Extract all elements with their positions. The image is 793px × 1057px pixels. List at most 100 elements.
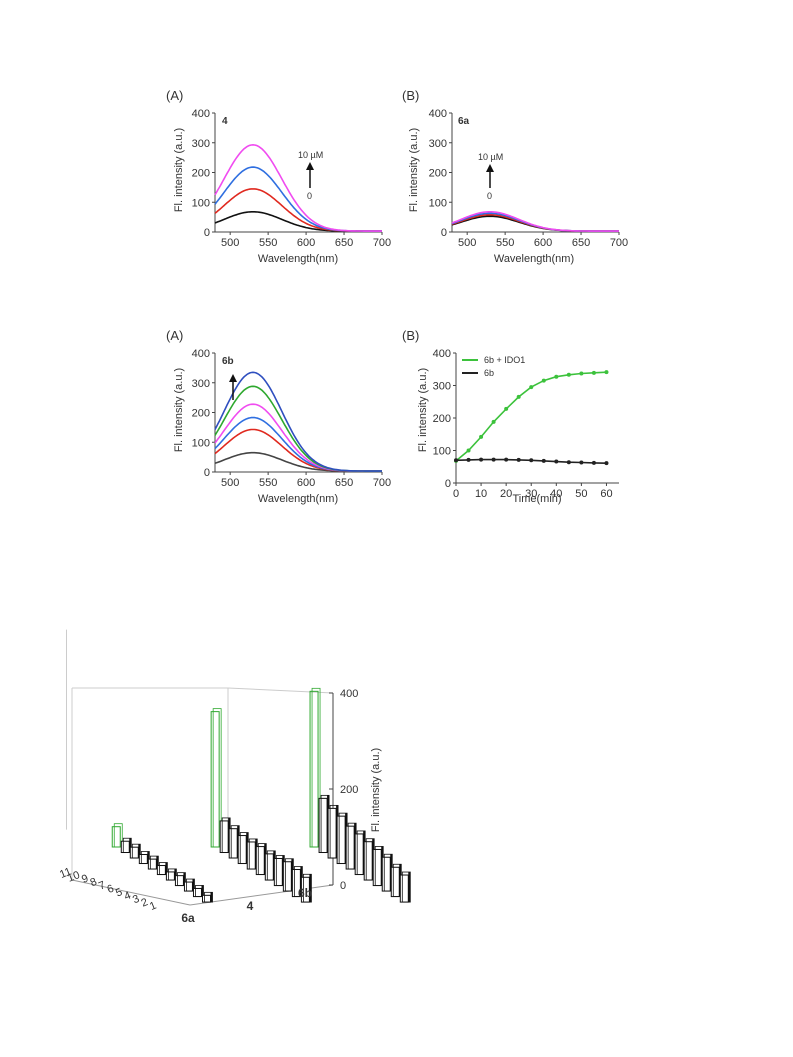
y-tick-label: 0	[204, 227, 210, 239]
bar-shadow	[174, 868, 177, 881]
bar-6b-11	[309, 690, 319, 848]
x-tick-label: 650	[572, 237, 590, 249]
y-axis-label: Fl. intensity (a.u.)	[173, 368, 185, 452]
y-tick-label: 300	[429, 138, 447, 150]
concentration-arrow: 10 µM 0	[478, 152, 503, 201]
y-tick-label: 0	[445, 478, 451, 490]
data-point	[466, 448, 471, 453]
x-tick-label: 10	[475, 488, 487, 500]
y-tick-label: 100	[192, 437, 210, 449]
y-tick-label: 200	[192, 168, 210, 180]
bar-shadow	[408, 872, 411, 903]
data-point	[479, 434, 484, 439]
data-point	[454, 458, 458, 463]
y-axis-label: Fl. intensity (a.u.)	[173, 128, 185, 212]
x-tick-label: 700	[373, 237, 391, 249]
spectrum-line-1	[451, 215, 619, 232]
bar-6a-7	[147, 858, 157, 870]
x-tick-label: 550	[259, 477, 277, 489]
x-tick-label: 700	[373, 477, 391, 489]
bar-edge	[212, 708, 222, 848]
data-point	[504, 406, 509, 411]
data-point	[591, 370, 596, 375]
y-tick-label: 400	[192, 108, 210, 120]
bar-6b-10	[318, 797, 328, 854]
data-point	[491, 457, 496, 462]
depth-label: 10	[66, 869, 82, 885]
data-point	[466, 457, 471, 462]
y-tick-label: 200	[429, 168, 447, 180]
y-tick-label: 0	[441, 227, 447, 239]
y-tick-label: 200	[433, 413, 451, 425]
x-tick-label: 500	[221, 237, 239, 249]
depth-label: 2	[139, 896, 149, 909]
y-tick-label: 0	[204, 467, 210, 479]
data-point	[554, 374, 559, 379]
chart-4-emission-spectra: (A) 4 0 100 200 300 400 500 550 600 650 700 10 µM…	[166, 88, 391, 265]
x-tick-label: 20	[500, 488, 512, 500]
depth-label: 4	[122, 889, 132, 902]
compound-label: 6b	[222, 356, 234, 367]
data-point	[591, 460, 596, 465]
y-tick-label: 400	[192, 348, 210, 360]
bar-6a-2	[192, 887, 202, 898]
bar-4-7	[246, 841, 256, 870]
data-point	[604, 461, 609, 466]
bar-4-4	[273, 857, 283, 887]
x-tick-label: 650	[335, 237, 353, 249]
bar-shadow	[192, 879, 195, 892]
compound-label: 4	[222, 116, 228, 127]
chart-6b-emission-spectra: (A) 6b 0 100 200 300 400 500 550 600 650 700 Wave…	[166, 328, 391, 505]
x-tick-label: 550	[259, 237, 277, 249]
bar-6b-1	[399, 874, 409, 903]
compound-label: 6a	[458, 116, 470, 127]
data-point	[541, 378, 546, 383]
data-point	[529, 385, 534, 390]
spectrum-line-4	[214, 403, 382, 472]
bar-shadow	[183, 872, 186, 886]
z-axis-label: Fl. intensity (a.u.)	[370, 748, 382, 832]
bar-6b-7	[345, 825, 355, 870]
bar-6b-5	[363, 841, 373, 881]
panel-label: (B)	[402, 88, 419, 103]
bar-shadow	[138, 844, 141, 859]
x-tick-label: 650	[335, 477, 353, 489]
y-axis-label: Fl. intensity (a.u.)	[417, 368, 429, 452]
depth-label: 6	[105, 883, 115, 896]
y-tick-label: 300	[433, 381, 451, 393]
bar-6a-3	[183, 881, 193, 892]
depth-label: 3	[131, 893, 141, 906]
bar-shadow	[165, 862, 168, 875]
bar-shadow	[156, 856, 159, 870]
data-point	[566, 372, 571, 377]
bar-4-3	[282, 861, 292, 892]
frame-edge	[71, 879, 191, 906]
x-tick-label: 50	[575, 488, 587, 500]
bar-6a-6	[156, 865, 166, 876]
y-tick-label: 400	[433, 348, 451, 360]
category-label: 4	[247, 899, 254, 913]
bar-6b-9	[327, 807, 337, 859]
bar-6b-6	[354, 833, 364, 876]
bar-6b-8	[336, 815, 346, 865]
x-tick-label: 600	[534, 237, 552, 249]
bar-6a-5	[165, 871, 175, 881]
category-label: 6b	[298, 886, 312, 900]
z-tick-label: 200	[340, 784, 358, 796]
bar-4-11	[210, 711, 220, 848]
y-tick-label: 100	[192, 197, 210, 209]
data-point	[579, 460, 584, 465]
legend-label-6b: 6b	[484, 368, 494, 378]
depth-label: 7	[97, 879, 107, 892]
chart-6a-emission-spectra: (B) 6a 0 100 200 300 400 500 550 600 650 700 10 µ…	[402, 88, 628, 265]
spectrum-line-3	[214, 416, 382, 472]
y-tick-label: 100	[429, 197, 447, 209]
x-tick-label: 30	[525, 488, 537, 500]
spectrum-line-4	[214, 143, 382, 232]
bar-edge	[113, 823, 123, 848]
depth-label: 1	[148, 900, 158, 913]
bar-6b-3	[381, 856, 391, 892]
depth-label: 8	[88, 876, 98, 889]
spectrum-line-2	[214, 428, 382, 472]
